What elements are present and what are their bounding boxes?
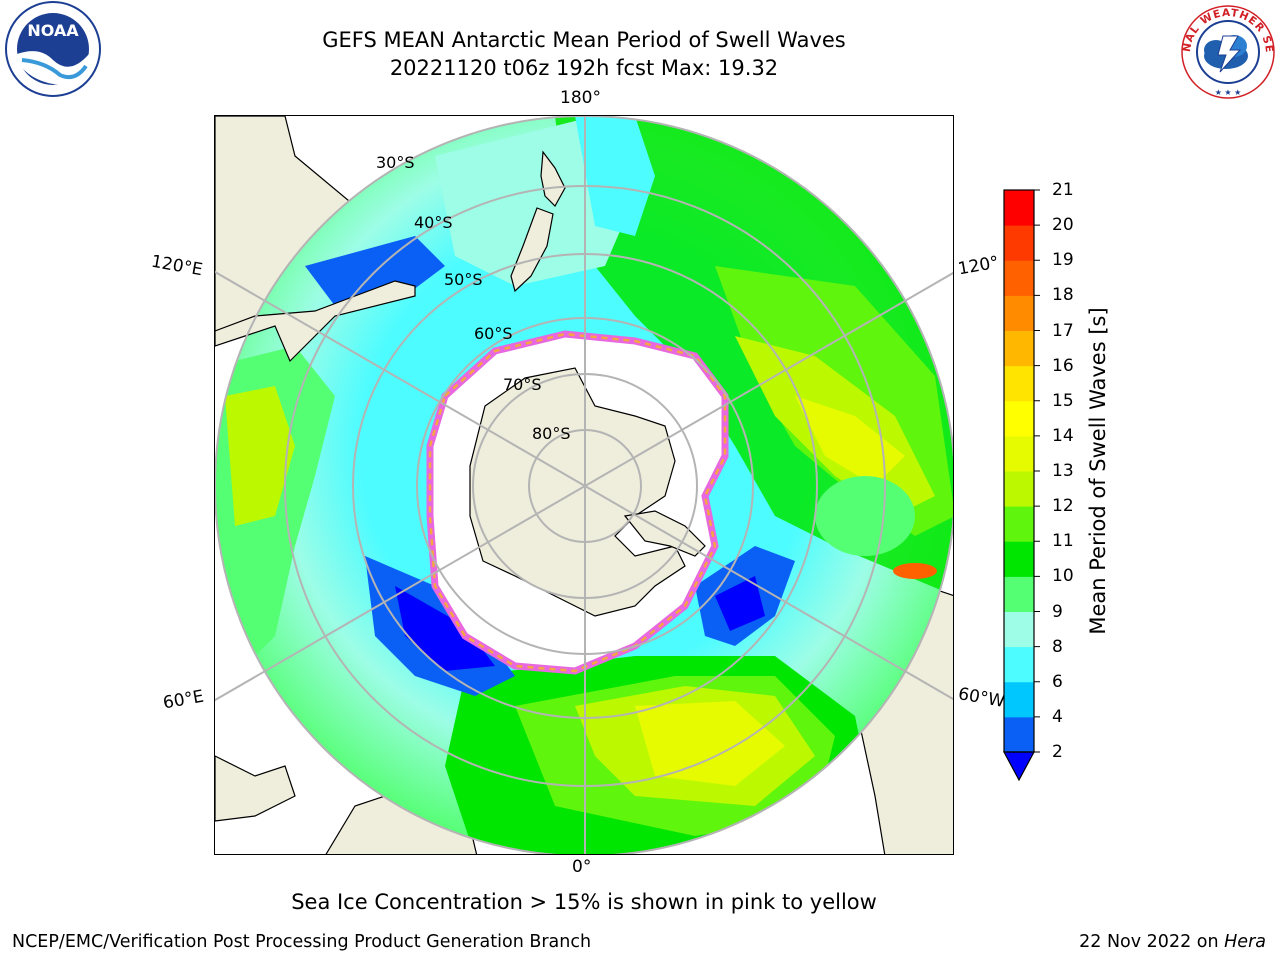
colorbar-tick-label: 12 <box>1052 496 1074 517</box>
colorbar-tick-label: 9 <box>1052 601 1063 622</box>
australia-land <box>215 280 416 363</box>
colorbar-tick-label: 11 <box>1052 531 1074 552</box>
colorbar-tick-label: 16 <box>1052 355 1074 376</box>
lat-label-50s: 50°S <box>444 270 483 289</box>
colorbar-segment <box>1004 646 1034 683</box>
lon-label-120w: 120° <box>956 252 1001 280</box>
graticule <box>215 116 953 854</box>
colorbar-tick-label: 17 <box>1052 320 1074 341</box>
colorbar-segment <box>1004 541 1034 577</box>
lon-label-60w: 60°W <box>956 684 1007 712</box>
noaa-logo-icon: NOAA <box>5 1 101 97</box>
colorbar-segment <box>1004 506 1034 542</box>
lat-label-70s: 70°S <box>503 375 542 394</box>
colorbar-segment <box>1004 400 1034 437</box>
svg-text:★ ★ ★: ★ ★ ★ <box>1215 88 1242 97</box>
chart-subtitle: 20221120 t06z 192h fcst Max: 19.32 <box>389 56 779 80</box>
lon-label-0: 0° <box>572 857 592 877</box>
colorbar-tick-label: 10 <box>1052 566 1074 587</box>
colorbar-tick-label: 20 <box>1052 215 1074 236</box>
footer-date: 22 Nov 2022 on Hera <box>1079 932 1266 952</box>
noaa-logo-text: NOAA <box>27 21 79 40</box>
colorbar-tick-label: 2 <box>1052 742 1063 762</box>
colorbar-segment <box>1004 225 1034 261</box>
lat-label-40s: 40°S <box>414 213 453 232</box>
footer-host: Hera <box>1224 932 1266 952</box>
colorbar-segment <box>1004 260 1034 296</box>
lon-label-60e: 60°E <box>161 686 206 714</box>
chart-title: GEFS MEAN Antarctic Mean Period of Swell… <box>322 28 846 52</box>
colorbar-segment <box>1004 471 1034 507</box>
colorbar-segment <box>1004 576 1034 612</box>
colorbar-segment <box>1004 330 1034 367</box>
colorbar-tick-label: 18 <box>1052 285 1074 306</box>
colorbar-tick-label: 14 <box>1052 425 1074 446</box>
colorbar-tick-label: 6 <box>1052 671 1063 692</box>
footer-credit: NCEP/EMC/Verification Post Processing Pr… <box>12 932 592 952</box>
polar-map <box>214 115 954 855</box>
colorbar-segment <box>1004 295 1034 331</box>
lat-label-80s: 80°S <box>532 424 571 443</box>
colorbar-tick-label: 4 <box>1052 706 1063 727</box>
lon-label-180: 180° <box>560 88 601 108</box>
polar-map-canvas <box>215 116 953 854</box>
colorbar-segment <box>1004 611 1034 648</box>
colorbar <box>1002 189 1040 782</box>
colorbar-tick-label: 21 <box>1052 180 1074 200</box>
swell-period-field <box>215 116 953 854</box>
colorbar-extend-triangle <box>1002 751 1036 782</box>
colorbar-segment <box>1004 365 1034 402</box>
new-zealand-land <box>510 150 566 293</box>
colorbar-segment <box>1004 681 1034 718</box>
colorbar-tick-label: 13 <box>1052 461 1074 481</box>
colorbar-tick-label: 15 <box>1052 390 1074 411</box>
colorbar-segment <box>1004 435 1034 472</box>
lat-label-30s: 30°S <box>376 153 415 172</box>
colorbar-segment <box>1004 716 1034 753</box>
lon-label-120e: 120°E <box>149 251 205 281</box>
colorbar-segment <box>1004 190 1034 226</box>
colorbar-tick-label: 19 <box>1052 250 1074 271</box>
lat-label-60s: 60°S <box>474 324 513 343</box>
nws-logo-icon: NATIONAL WEATHER SERVICE ★ ★ ★ <box>1176 0 1275 99</box>
colorbar-tick-label: 8 <box>1052 636 1063 657</box>
sea-ice-note: Sea Ice Concentration > 15% is shown in … <box>291 890 877 914</box>
